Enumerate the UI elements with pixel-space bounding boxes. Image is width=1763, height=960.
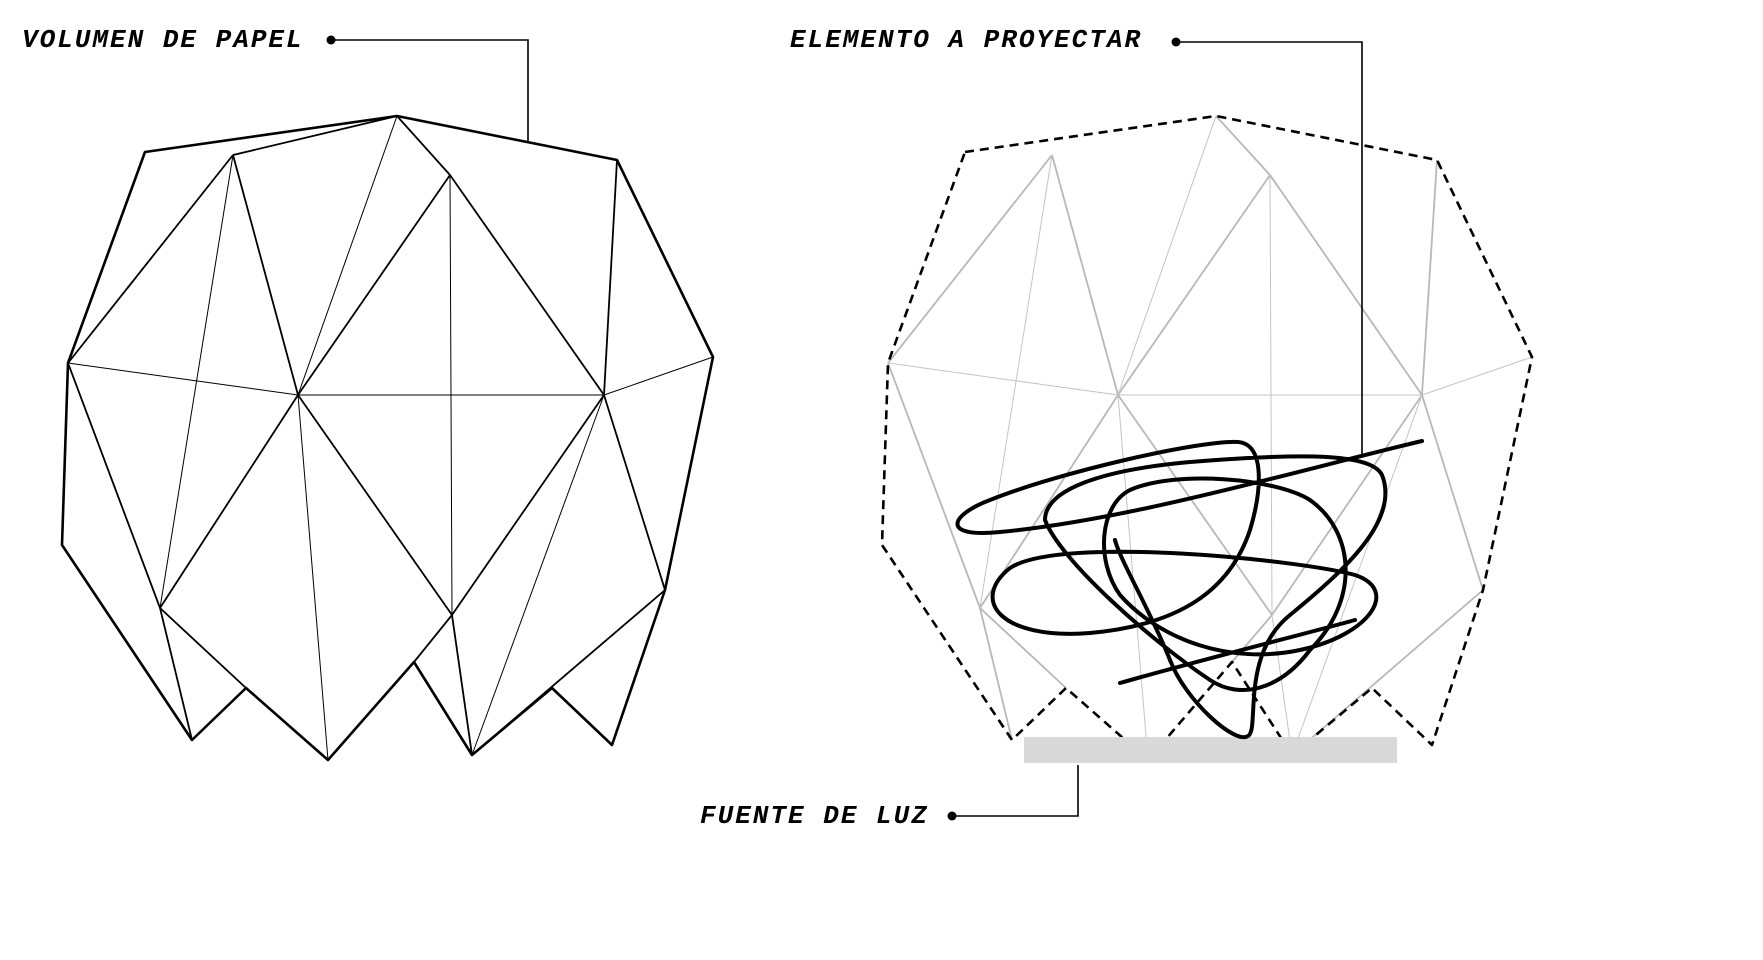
projection-faded-creases xyxy=(887,115,1533,761)
paper-volume-creases xyxy=(67,115,666,756)
paper-volume-outline xyxy=(60,114,715,762)
leader-line-paper-volume xyxy=(331,39,529,142)
label-light-source: FUENTE DE LUZ xyxy=(700,801,929,831)
paper-volume-thin-creases xyxy=(67,115,714,761)
label-element-to-project: ELEMENTO A PROYECTAR xyxy=(790,25,1142,55)
paper-volume-drawing: VOLUMEN DE PAPEL xyxy=(22,25,715,762)
leader-line-light-source xyxy=(952,765,1079,817)
light-source-bar xyxy=(1024,737,1397,763)
projection-dashed-outline xyxy=(880,114,1534,762)
projected-element-scribble xyxy=(955,439,1424,740)
projected-element-tail xyxy=(1118,618,1357,685)
leader-line-element-to-project xyxy=(1176,41,1363,455)
label-paper-volume: VOLUMEN DE PAPEL xyxy=(22,25,304,55)
projection-drawing: ELEMENTO A PROYECTAR FUENTE DE LUZ xyxy=(700,25,1534,831)
